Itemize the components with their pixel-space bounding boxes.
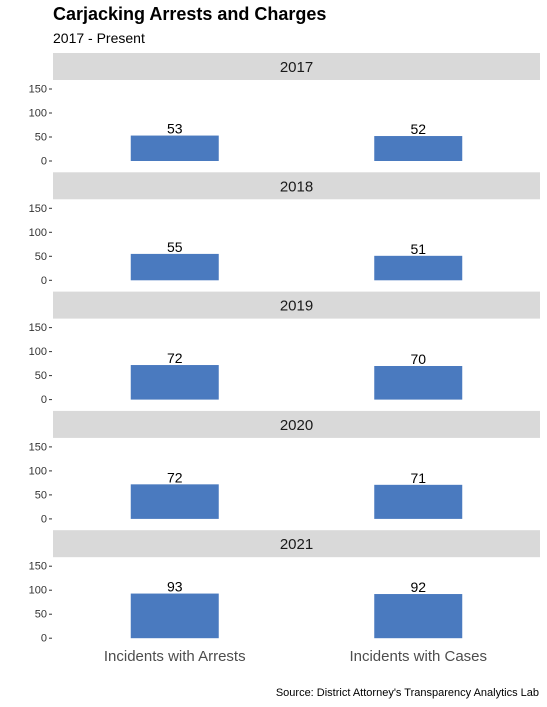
bar [130, 253, 219, 281]
facet-strip [53, 410, 540, 438]
bar [374, 255, 463, 281]
bar-value-label: 51 [410, 241, 426, 257]
facet-strip-label: 2019 [280, 298, 313, 315]
facet-strip-label: 2020 [280, 417, 313, 434]
y-tick-label: 50 [35, 489, 47, 501]
y-tick-label: 150 [29, 84, 47, 96]
facet-strip [53, 530, 540, 558]
y-tick-label: 50 [35, 609, 47, 621]
facet-strip [53, 172, 540, 200]
y-tick-label: 100 [29, 346, 47, 358]
y-tick-label: 150 [29, 203, 47, 215]
chart-subtitle: 2017 - Present [53, 30, 145, 46]
bar [374, 366, 463, 400]
bar [374, 484, 463, 519]
y-tick-label: 150 [29, 322, 47, 334]
facet-strip-label: 2018 [280, 178, 313, 195]
source-caption: Source: District Attorney's Transparency… [275, 687, 539, 699]
y-tick-label: 100 [29, 465, 47, 477]
facet-strip [53, 291, 540, 319]
y-tick-label: 150 [29, 441, 47, 453]
y-tick-label: 0 [41, 394, 47, 406]
bar-value-label: 53 [167, 121, 183, 137]
bar [130, 365, 219, 400]
y-tick-label: 0 [41, 513, 47, 525]
y-tick-label: 50 [35, 132, 47, 144]
facet-strip-label: 2017 [280, 59, 313, 76]
bar [130, 135, 219, 161]
bar [130, 484, 219, 519]
bar-value-label: 72 [167, 469, 183, 485]
bar [374, 594, 463, 639]
y-tick-label: 100 [29, 108, 47, 120]
y-tick-label: 50 [35, 251, 47, 263]
bar-value-label: 92 [410, 579, 426, 595]
bar-value-label: 93 [167, 579, 183, 595]
bar-value-label: 71 [410, 470, 426, 486]
y-tick-label: 50 [35, 370, 47, 382]
y-tick-label: 0 [41, 275, 47, 287]
facet-strip [53, 53, 540, 80]
bar-value-label: 55 [167, 239, 183, 255]
y-tick-label: 100 [29, 227, 47, 239]
bar [374, 136, 463, 161]
x-category-label: Incidents with Arrests [104, 648, 246, 665]
y-tick-label: 150 [29, 561, 47, 573]
y-tick-label: 0 [41, 633, 47, 645]
bar-value-label: 52 [410, 121, 426, 137]
facet-strip-label: 2021 [280, 536, 313, 553]
x-category-label: Incidents with Cases [349, 648, 487, 665]
bar [130, 593, 219, 639]
bar-value-label: 72 [167, 350, 183, 366]
y-tick-label: 0 [41, 156, 47, 168]
y-tick-label: 100 [29, 585, 47, 597]
bar-value-label: 70 [410, 351, 426, 367]
chart-title: Carjacking Arrests and Charges [53, 4, 327, 24]
